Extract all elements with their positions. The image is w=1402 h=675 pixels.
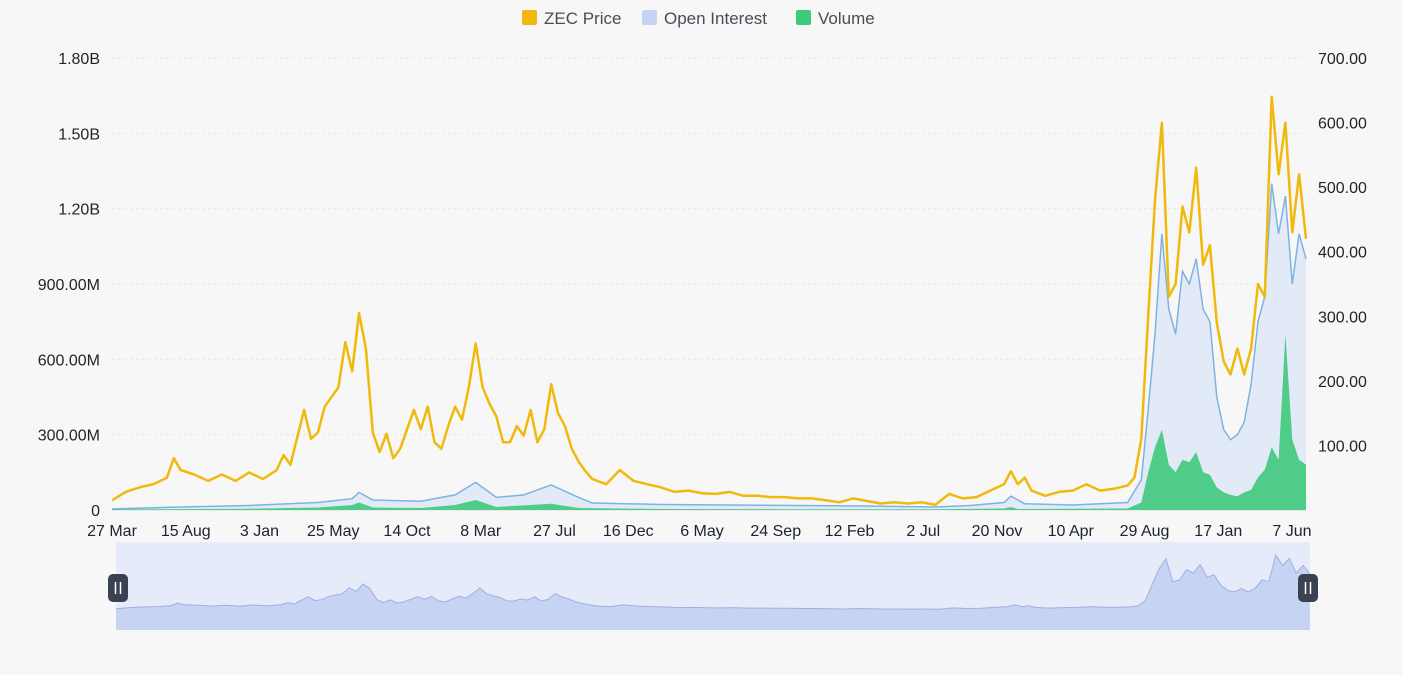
x-tick-label: 20 Nov [972, 523, 1023, 540]
y-right-tick-label: 500.00 [1318, 180, 1367, 197]
navigator-handle-right-body [1298, 574, 1318, 602]
y-left-tick-label: 300.00M [38, 428, 100, 445]
x-tick-label: 16 Dec [603, 523, 654, 540]
y-right-tick-label: 300.00 [1318, 309, 1367, 326]
legend-swatch-price [522, 10, 537, 25]
y-right-tick-label: 400.00 [1318, 245, 1367, 262]
y-right-tick-label: 700.00 [1318, 51, 1367, 68]
navigator-line [115, 553, 1311, 610]
zec-price-line [111, 95, 1308, 507]
legend-label-volume: Volume [818, 9, 875, 28]
legend-label-price: ZEC Price [544, 9, 621, 28]
legend: ZEC Price Open Interest Volume [522, 9, 875, 28]
navigator-handle-right[interactable] [1298, 574, 1318, 602]
legend-label-oi: Open Interest [664, 9, 767, 28]
x-tick-label: 10 Apr [1048, 523, 1095, 540]
y-left-tick-label: 600.00M [38, 352, 100, 369]
navigator-handle-left-body [108, 574, 128, 602]
y-left-tick-label: 0 [91, 503, 100, 520]
y-right-tick-label: 200.00 [1318, 374, 1367, 391]
x-tick-label: 6 May [680, 523, 724, 540]
y-left-tick-label: 1.50B [58, 126, 100, 143]
x-axis: 27 Mar 15 Aug 3 Jan 25 May 14 Oct 8 Mar 27 Jul… [87, 523, 1311, 540]
x-tick-label: 12 Feb [825, 523, 875, 540]
legend-swatch-volume [796, 10, 811, 25]
volume-fill [112, 334, 1306, 510]
y-left-tick-label: 1.20B [58, 202, 100, 219]
y-left-tick-label: 1.80B [58, 51, 100, 68]
x-tick-label: 7 Jun [1272, 523, 1311, 540]
x-tick-label: 8 Mar [460, 523, 502, 540]
legend-swatch-oi [642, 10, 657, 25]
y-axis-right: 100.00 200.00 300.00 400.00 500.00 600.00 700.… [1318, 51, 1367, 455]
x-tick-label: 29 Aug [1120, 523, 1170, 540]
y-right-tick-label: 600.00 [1318, 116, 1367, 133]
navigator-handle-left[interactable] [108, 574, 128, 602]
x-tick-label: 2 Jul [906, 523, 940, 540]
y-axis-left: 0 300.00M 600.00M 900.00M 1.20B 1.50B 1.80B [38, 51, 100, 520]
y-right-tick-label: 100.00 [1318, 438, 1367, 455]
x-tick-label: 14 Oct [383, 523, 431, 540]
y-left-tick-label: 900.00M [38, 277, 100, 294]
x-tick-label: 27 Jul [533, 523, 576, 540]
navigator[interactable] [108, 542, 1318, 630]
x-tick-label: 27 Mar [87, 523, 137, 540]
x-tick-label: 24 Sep [750, 523, 801, 540]
open-interest-line [111, 183, 1307, 510]
gridlines [112, 57, 1306, 511]
x-tick-label: 15 Aug [161, 523, 211, 540]
price-line [111, 95, 1308, 507]
x-tick-label: 3 Jan [240, 523, 279, 540]
volume-area [112, 334, 1306, 510]
x-tick-label: 25 May [307, 523, 359, 540]
x-tick-label: 17 Jan [1194, 523, 1242, 540]
navigator-area [116, 555, 1310, 630]
